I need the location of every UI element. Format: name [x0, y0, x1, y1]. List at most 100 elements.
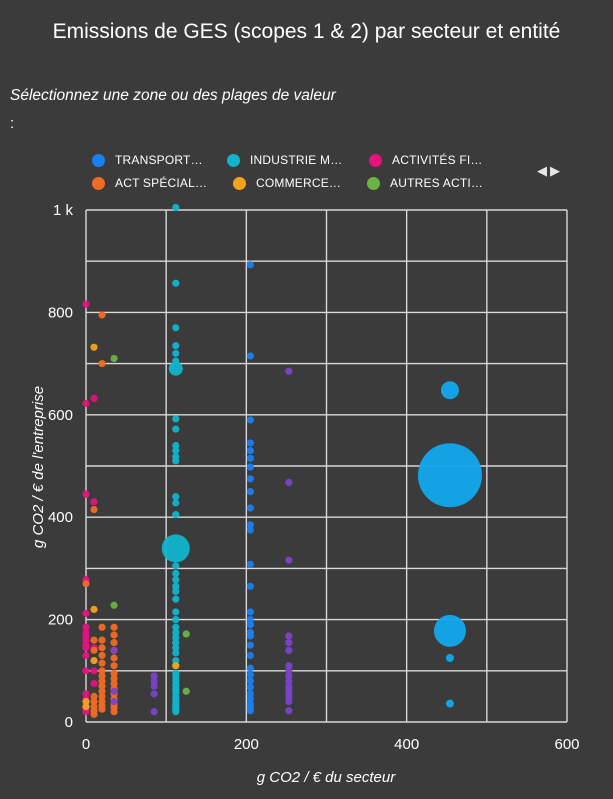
data-point[interactable] [110, 674, 118, 683]
data-point[interactable] [90, 394, 98, 403]
data-point[interactable] [172, 608, 180, 616]
data-point[interactable] [98, 659, 106, 667]
data-point[interactable] [246, 439, 254, 447]
data-point[interactable] [246, 352, 254, 360]
data-point[interactable] [161, 534, 190, 563]
data-point[interactable] [90, 605, 98, 613]
data-point[interactable] [246, 621, 254, 629]
data-point[interactable] [285, 478, 293, 486]
data-point[interactable] [433, 614, 466, 647]
data-point[interactable] [82, 580, 90, 588]
data-point[interactable] [246, 671, 254, 679]
data-point[interactable] [150, 708, 158, 716]
data-point[interactable] [246, 504, 254, 512]
data-point[interactable] [82, 703, 90, 711]
data-point[interactable] [82, 697, 90, 706]
data-point[interactable] [246, 475, 254, 483]
data-point[interactable] [150, 690, 158, 698]
data-point[interactable] [172, 623, 180, 631]
data-point[interactable] [445, 699, 454, 708]
data-point[interactable] [182, 687, 190, 695]
data-point[interactable] [172, 576, 180, 584]
data-point[interactable] [246, 641, 254, 649]
data-point[interactable] [285, 707, 293, 715]
data-point[interactable] [172, 639, 180, 647]
data-point[interactable] [82, 651, 90, 660]
data-point[interactable] [172, 441, 180, 450]
data-point[interactable] [172, 628, 180, 637]
data-point[interactable] [172, 203, 180, 212]
data-point[interactable] [172, 569, 180, 578]
data-point[interactable] [172, 595, 180, 603]
data-point[interactable] [82, 667, 90, 675]
data-point[interactable] [90, 697, 98, 706]
data-point[interactable] [110, 708, 118, 716]
data-point[interactable] [285, 662, 293, 670]
data-point[interactable] [82, 490, 90, 498]
data-point[interactable] [110, 697, 118, 706]
data-point[interactable] [246, 582, 254, 590]
data-point[interactable] [246, 695, 254, 703]
data-point[interactable] [172, 644, 180, 652]
data-point[interactable] [172, 415, 180, 423]
legend-item-industrie[interactable]: INDUSTRIE M… [227, 153, 342, 167]
data-point[interactable] [82, 636, 90, 644]
data-point[interactable] [90, 710, 98, 718]
data-point[interactable] [285, 639, 293, 647]
data-point[interactable] [172, 616, 180, 624]
data-point[interactable] [445, 654, 454, 662]
data-point[interactable] [98, 311, 106, 319]
data-point[interactable] [98, 667, 106, 675]
data-point[interactable] [246, 690, 254, 698]
data-point[interactable] [90, 636, 98, 644]
data-point[interactable] [90, 667, 98, 675]
data-point[interactable] [246, 526, 254, 534]
data-point[interactable] [110, 669, 118, 677]
data-point[interactable] [110, 662, 118, 670]
data-point[interactable] [246, 521, 254, 529]
data-point[interactable] [246, 651, 254, 660]
data-point[interactable] [285, 632, 293, 640]
legend-next-icon[interactable]: ▶ [550, 163, 560, 178]
data-point[interactable] [168, 361, 183, 376]
data-point[interactable] [172, 633, 180, 642]
data-point[interactable] [90, 498, 98, 506]
data-point[interactable] [98, 705, 106, 713]
data-point[interactable] [90, 680, 98, 688]
data-point[interactable] [172, 708, 180, 716]
data-point[interactable] [110, 631, 118, 639]
data-point[interactable] [246, 608, 254, 616]
data-point[interactable] [98, 644, 106, 652]
data-point[interactable] [246, 560, 254, 568]
data-point[interactable] [98, 677, 106, 685]
data-point[interactable] [246, 463, 254, 471]
data-point[interactable] [98, 672, 106, 680]
legend-item-autres[interactable]: AUTRES ACTI… [367, 176, 483, 190]
data-point[interactable] [172, 493, 180, 501]
data-point[interactable] [82, 690, 90, 698]
data-point[interactable] [172, 457, 180, 465]
data-point[interactable] [172, 279, 180, 287]
data-point[interactable] [172, 662, 180, 670]
data-point[interactable] [90, 692, 98, 701]
data-point[interactable] [150, 672, 158, 680]
data-point[interactable] [417, 443, 482, 508]
data-point[interactable] [110, 680, 118, 688]
data-point[interactable] [110, 654, 118, 662]
data-point[interactable] [82, 399, 90, 408]
data-point[interactable] [98, 623, 106, 631]
data-point[interactable] [110, 646, 118, 654]
data-point[interactable] [172, 349, 180, 357]
data-point[interactable] [98, 682, 106, 690]
data-point[interactable] [285, 556, 293, 564]
data-point[interactable] [98, 651, 106, 660]
data-point[interactable] [172, 656, 180, 665]
data-point[interactable] [285, 667, 293, 675]
data-point[interactable] [172, 447, 180, 455]
data-point[interactable] [246, 488, 254, 496]
legend-item-act-special[interactable]: ACT SPÉCIAL… [92, 176, 207, 190]
data-point[interactable] [90, 343, 98, 351]
data-point[interactable] [98, 692, 106, 701]
data-point[interactable] [172, 342, 180, 350]
